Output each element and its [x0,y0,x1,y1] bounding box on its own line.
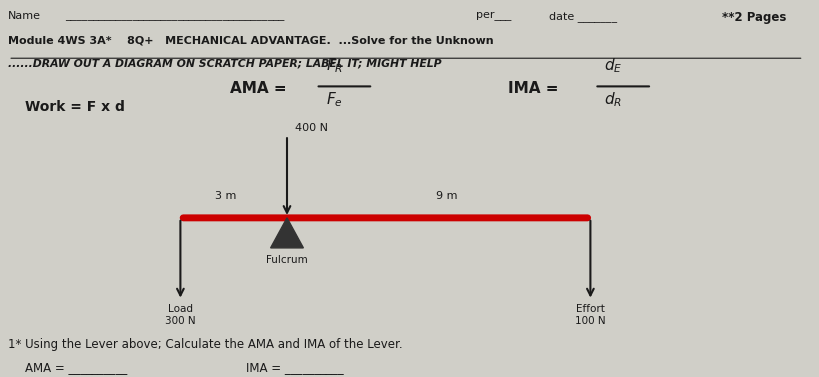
Text: AMA =: AMA = [229,81,286,96]
Polygon shape [270,218,303,248]
Text: 400 N: 400 N [295,123,328,133]
Text: ......DRAW OUT A DIAGRAM ON SCRATCH PAPER; LABEL IT; MIGHT HELP: ......DRAW OUT A DIAGRAM ON SCRATCH PAPE… [8,58,441,68]
Text: $\mathit{F}_R$: $\mathit{F}_R$ [325,57,342,75]
Text: AMA = __________: AMA = __________ [25,360,127,374]
Text: IMA = __________: IMA = __________ [246,360,343,374]
Text: Effort
100 N: Effort 100 N [574,304,605,326]
Text: Load
300 N: Load 300 N [165,304,196,326]
Text: 9 m: 9 m [436,191,457,201]
Text: **2 Pages: **2 Pages [721,11,785,24]
Text: Name: Name [8,11,41,21]
Text: per___: per___ [475,11,510,21]
Text: 3 m: 3 m [215,191,236,201]
Text: IMA =: IMA = [508,81,559,96]
Text: $\mathit{d}_E$: $\mathit{d}_E$ [604,57,622,75]
Text: _______________________________________: _______________________________________ [66,11,285,21]
Text: $\mathit{F}_e$: $\mathit{F}_e$ [325,90,342,109]
Text: date _______: date _______ [549,11,617,22]
Text: Fulcrum: Fulcrum [266,255,307,265]
Text: Module 4WS 3A*    8Q+   MECHANICAL ADVANTAGE.  ...Solve for the Unknown: Module 4WS 3A* 8Q+ MECHANICAL ADVANTAGE.… [8,36,493,46]
Text: Work = F x d: Work = F x d [25,100,124,113]
Text: $\mathit{d}_R$: $\mathit{d}_R$ [604,90,622,109]
Text: 1* Using the Lever above; Calculate the AMA and IMA of the Lever.: 1* Using the Lever above; Calculate the … [8,338,402,351]
